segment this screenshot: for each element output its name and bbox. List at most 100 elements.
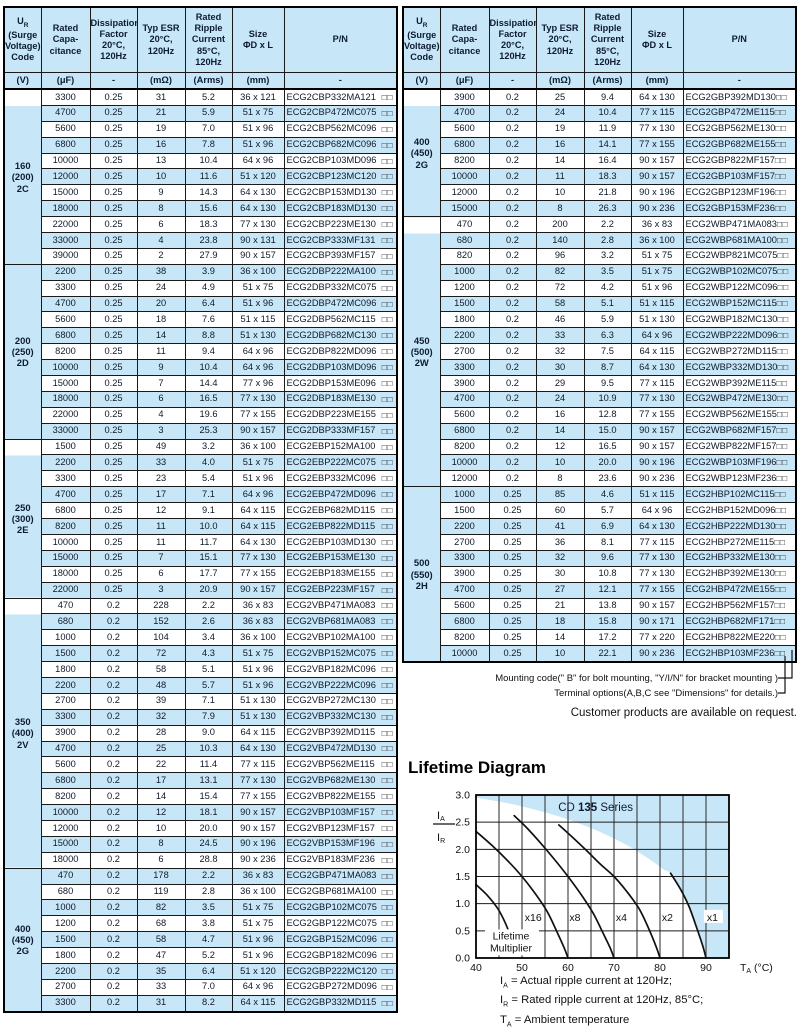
shaded-derating-region — [476, 795, 729, 958]
cell-capacitance: 15000 — [40, 835, 91, 853]
cell-dissipation-factor: 0.25 — [89, 359, 138, 377]
cell-capacitance: 2700 — [40, 692, 91, 710]
units-part-number: - — [283, 72, 398, 90]
cell-capacitance: 18000 — [40, 200, 91, 218]
cell-size: 64 x 96 — [231, 343, 285, 361]
part-number-text: ECG2WBP822MF157 — [685, 441, 777, 452]
part-number-text: ECG2VBP153MF196 — [286, 838, 375, 849]
cell-size: 64 x 130 — [231, 200, 285, 218]
part-number-text: ECG2VBP102MA100 — [286, 631, 376, 642]
cell-capacitance: 820 — [439, 247, 490, 265]
cell-capacitance: 8200 — [40, 788, 91, 806]
cell-dissipation-factor: 0.25 — [89, 311, 138, 329]
cell-capacitance: 6800 — [40, 327, 91, 345]
col-header-part-number: P/N — [283, 6, 398, 73]
cell-ripple-current: 10.4 — [583, 104, 632, 122]
part-number-text: ECG2EBP153ME130 — [286, 552, 376, 563]
cell-ripple-current: 2.8 — [184, 883, 233, 901]
table-row: 6800 0.2 16 14.1 77 x 155 ECG2GBP682ME155□□ — [403, 136, 797, 154]
cell-capacitance: 4700 — [40, 295, 91, 313]
cell-dissipation-factor: 0.2 — [488, 454, 537, 472]
curve-label-x2: x2 — [662, 912, 673, 924]
cell-ripple-current: 23.6 — [583, 470, 632, 488]
cell-size: 90 x 196 — [630, 454, 684, 472]
cell-esr: 9 — [136, 359, 186, 377]
y-tick-label: 2.5 — [455, 817, 470, 829]
table-row: 6800 0.25 12 9.1 64 x 115 ECG2EBP682MD115 □□ — [4, 502, 398, 520]
x-axis-label: TA (°C) — [740, 962, 773, 975]
cell-ripple-current: 20.0 — [184, 819, 233, 837]
cell-ripple-current: 5.2 — [184, 947, 233, 964]
cell-ripple-current: 16.5 — [184, 390, 233, 408]
cell-ripple-current: 4.9 — [184, 279, 233, 297]
cell-ripple-current: 6.9 — [583, 518, 632, 535]
cell-capacitance: 1200 — [439, 279, 490, 297]
cell-ripple-current: 8.7 — [583, 359, 632, 377]
option-boxes: □□ — [776, 218, 789, 229]
table-row: 6800 0.2 14 15.0 90 x 157 ECG2WBP682MF157□□ — [403, 422, 797, 440]
y-tick-label: 1.5 — [455, 871, 470, 883]
cell-capacitance: 22000 — [40, 406, 91, 424]
cell-capacitance: 1000 — [439, 263, 490, 281]
col-header-capacitance: Rated Capa-citance — [439, 6, 490, 73]
col-header-ripple-current: Rated Ripple Current 85°C, 120Hz — [184, 6, 233, 73]
cell-ripple-current: 4.3 — [184, 645, 233, 663]
cell-capacitance: 2200 — [40, 962, 91, 980]
cell-dissipation-factor: 0.2 — [488, 359, 537, 377]
cell-size: 51 x 96 — [231, 661, 285, 678]
part-number-text: ECG2WBP821MC075 — [685, 250, 778, 261]
part-number-text: ECG2VBP471MA083 — [286, 600, 376, 611]
part-number-text: ECG2WBP272MD115 — [685, 345, 777, 356]
cell-ripple-current: 28.8 — [184, 851, 233, 869]
col-header-dissipation-factor: Dissipation Factor 20°C, 120Hz — [488, 6, 537, 73]
cell-dissipation-factor: 0.25 — [89, 152, 138, 170]
y-tick-label: 2.0 — [455, 844, 470, 856]
cell-part-number: ECG2DBP103MD096 □□ — [283, 359, 398, 377]
part-number-text: ECG2EBP103MD130 — [286, 536, 376, 547]
cell-esr: 28 — [136, 724, 186, 742]
cell-ripple-current: 5.7 — [184, 676, 233, 694]
option-boxes: □□ — [381, 870, 393, 881]
cell-esr: 24 — [535, 104, 585, 122]
option-boxes: □□ — [381, 679, 393, 690]
cell-part-number: ECG2VBP472MD130 □□ — [283, 740, 398, 758]
cell-size: 51 x 96 — [231, 470, 285, 488]
cell-capacitance: 2200 — [40, 454, 91, 472]
cell-part-number: ECG2CBP103MD096 □□ — [283, 152, 398, 170]
table-row: 8200 0.2 14 15.4 77 x 155 ECG2VBP822ME155 □□ — [4, 788, 398, 806]
cell-esr: 13 — [136, 152, 186, 170]
cell-esr: 10 — [535, 454, 585, 472]
cell-ripple-current: 14.3 — [184, 184, 233, 202]
part-number-text: ECG2EBP822MD115 — [286, 520, 376, 531]
cell-esr: 24 — [535, 390, 585, 408]
part-number-text: ECG2VBP123MF157 — [286, 822, 375, 833]
part-number-text: ECG2GBP392MD130 — [685, 91, 776, 102]
cell-size: 90 x 157 — [231, 422, 285, 440]
cell-size: 64 x 130 — [231, 533, 285, 551]
cell-capacitance: 33000 — [40, 422, 91, 440]
units-esr: (mΩ) — [535, 72, 585, 90]
cell-ripple-current: 10.8 — [583, 565, 632, 583]
option-boxes: □□ — [381, 187, 393, 198]
cell-part-number: ECG2EBP183ME155 □□ — [283, 565, 398, 583]
part-number-text: ECG2DBP472MC096 — [286, 298, 377, 309]
cell-ripple-current: 12.8 — [583, 406, 632, 424]
note-connector-lines — [778, 650, 793, 694]
cell-capacitance: 3900 — [439, 88, 490, 106]
cell-part-number: ECG2VBP332MC130 □□ — [283, 708, 398, 726]
cell-dissipation-factor: 0.2 — [89, 947, 138, 964]
part-number-text: ECG2WBP123MF236 — [685, 472, 777, 483]
cell-esr: 14 — [535, 629, 585, 647]
cell-size: 51 x 96 — [231, 947, 285, 964]
cell-capacitance: 4700 — [439, 581, 490, 599]
cell-esr: 49 — [136, 438, 186, 456]
cell-part-number: ECG2VBP222MC096 □□ — [283, 676, 398, 694]
cell-ripple-current: 10.3 — [184, 740, 233, 758]
part-number-text: ECG2DBP822MD096 — [286, 345, 377, 356]
part-number-text: ECG2DBP153ME096 — [286, 377, 376, 388]
cell-dissipation-factor: 0.25 — [89, 184, 138, 202]
cell-ripple-current: 4.6 — [583, 486, 632, 504]
cell-dissipation-factor: 0.2 — [89, 851, 138, 869]
chart-title: CD 135 Series — [558, 802, 633, 814]
cell-dissipation-factor: 0.25 — [89, 263, 138, 281]
